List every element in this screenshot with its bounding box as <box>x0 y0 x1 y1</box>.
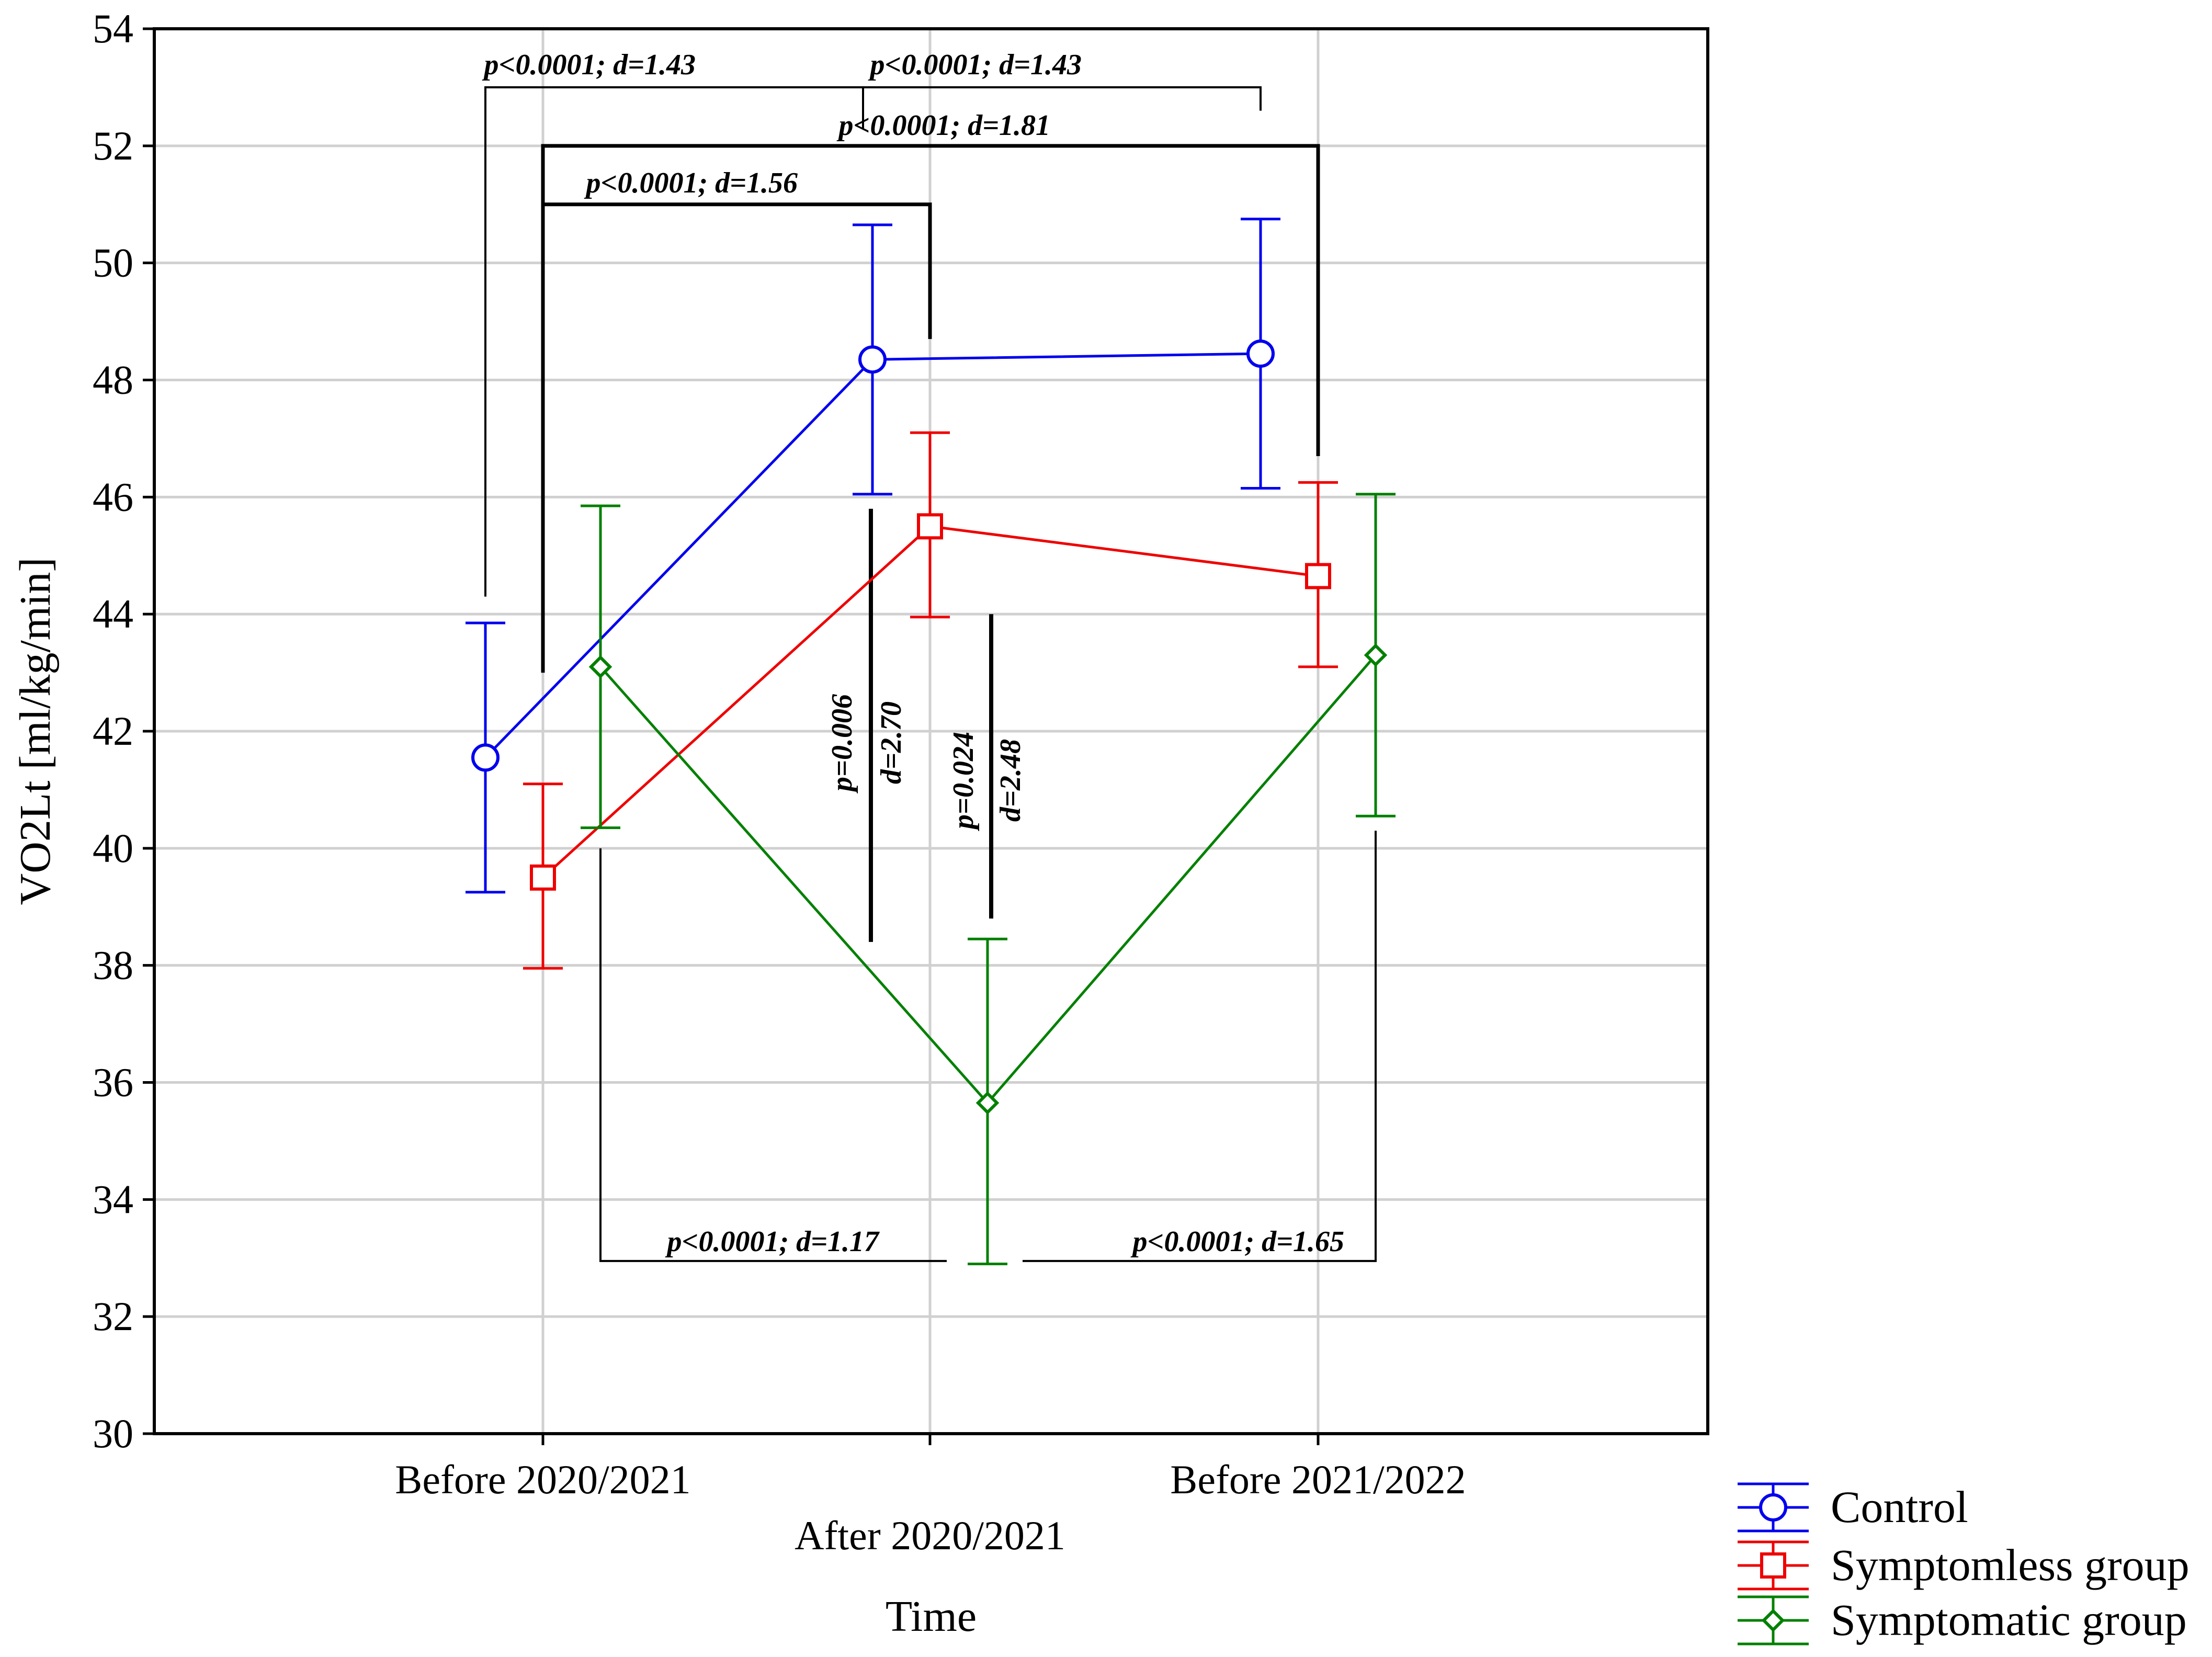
data-point <box>858 345 887 374</box>
data-point <box>1305 563 1331 589</box>
y-tick-label: 46 <box>93 474 133 519</box>
annotation-a1_ctrl_symp_p: p=0.006 <box>826 694 858 793</box>
annotation-symp_a1_b2: p<0.0001; d=1.65 <box>1131 1225 1344 1258</box>
x-axis-title: Time <box>886 1592 977 1641</box>
annotation-ctrl_a1_b2: p<0.0001; d=1.43 <box>868 49 1082 81</box>
y-tick-label: 42 <box>93 708 133 754</box>
y-tick-label: 50 <box>93 240 133 286</box>
data-point <box>975 1091 1000 1115</box>
data-point <box>530 864 556 891</box>
bracket-symptomatic-before-after <box>599 848 947 1262</box>
series-control <box>466 218 1280 894</box>
y-axis-title: VO2Lt [ml/kg/min] <box>11 558 60 905</box>
annotation-ctrl_b1_a1: p<0.0001; d=1.43 <box>482 49 696 81</box>
y-tick-label: 54 <box>93 6 133 51</box>
x-tick-label: Before 2020/2021 <box>395 1457 690 1502</box>
legend-label: Control <box>1831 1482 1968 1532</box>
bracket-symptomless-before-before2 <box>541 144 1320 673</box>
legend-label: Symptomatic group <box>1831 1595 2187 1645</box>
data-point <box>1246 339 1275 368</box>
x-tick-label: After 2020/2021 <box>795 1513 1065 1558</box>
y-tick-label: 30 <box>93 1411 133 1456</box>
legend-marker-circle-icon <box>1759 1493 1787 1522</box>
x-tick-label: Before 2021/2022 <box>1170 1457 1466 1502</box>
legend-marker-diamond-icon <box>1761 1608 1785 1632</box>
y-tick-label: 32 <box>93 1293 133 1339</box>
annotation-a1_sless_symp_p: p=0.024 <box>947 732 980 831</box>
series-symptomless-group <box>523 431 1338 970</box>
y-tick-label: 44 <box>93 591 133 637</box>
bracket-symptomatic-after-before2 <box>1023 831 1377 1262</box>
data-point <box>588 655 612 679</box>
y-tick-label: 40 <box>93 825 133 871</box>
y-tick-label: 38 <box>93 943 133 988</box>
y-tick-label: 48 <box>93 357 133 403</box>
annotation-a1_sless_symp_d: d=2.48 <box>994 739 1027 822</box>
y-tick-label: 52 <box>93 123 133 168</box>
legend-label: Symptomless group <box>1831 1540 2190 1590</box>
bracket-symptomless-before-after <box>543 202 932 339</box>
y-tick-label: 34 <box>93 1176 133 1222</box>
bracket-control-before-after <box>484 86 864 597</box>
annotation-symp_b1_a1: p<0.0001; d=1.17 <box>665 1225 880 1258</box>
data-point <box>471 743 500 772</box>
series-symptomatic-group <box>581 493 1396 1265</box>
annotation-a1_ctrl_symp_d: d=2.70 <box>875 701 908 784</box>
annotation-sless_b1_b2: p<0.0001; d=1.81 <box>837 109 1050 142</box>
data-point <box>917 513 943 540</box>
legend-marker-square-icon <box>1760 1552 1786 1579</box>
y-tick-label: 36 <box>93 1060 133 1105</box>
bracket-control-after-before2 <box>863 86 1262 111</box>
annotation-sless_b1_a1: p<0.0001; d=1.56 <box>584 167 798 199</box>
data-point <box>1364 643 1388 667</box>
